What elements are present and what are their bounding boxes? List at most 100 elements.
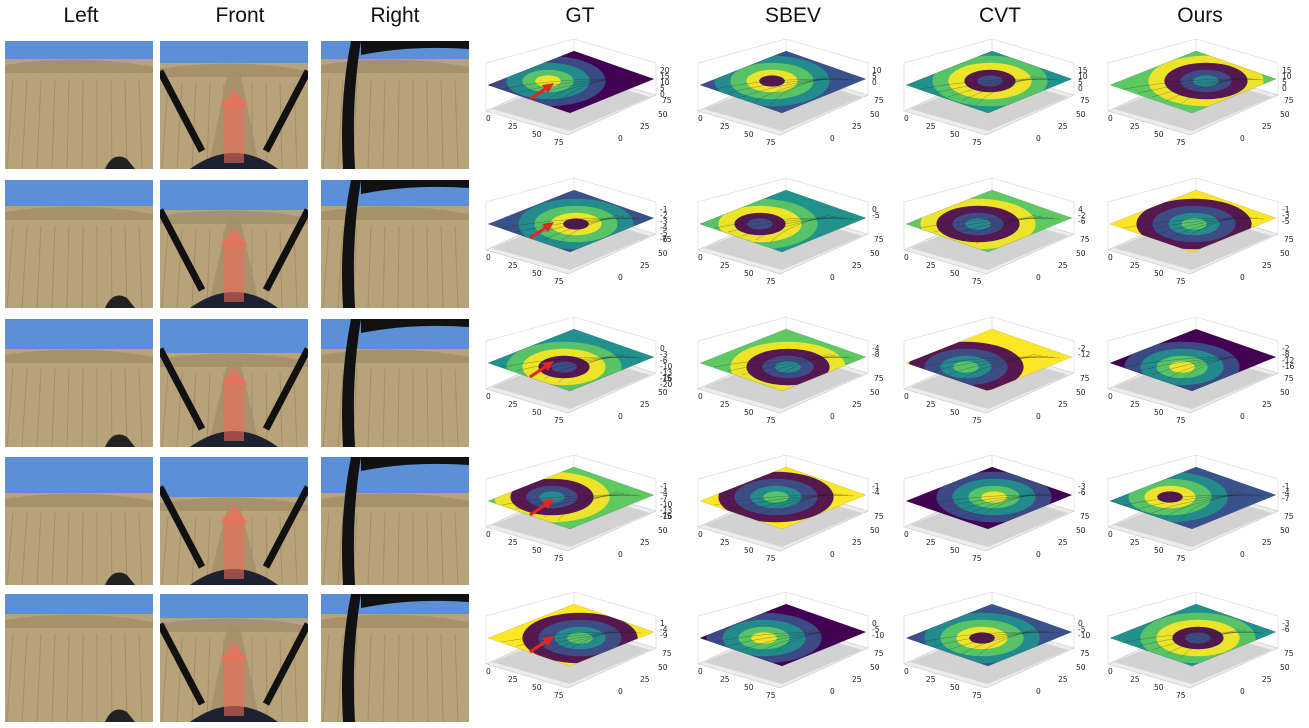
z-tick-label: -2 [1282, 344, 1290, 353]
z-tick-label: -9 [660, 631, 668, 640]
z-tick-label: -1 [660, 482, 668, 491]
x-tick-label: 25 [1130, 122, 1140, 131]
z-tick-label: -1 [1282, 482, 1290, 491]
y-tick-label: 75 [874, 96, 884, 105]
x-tick-label: 25 [720, 400, 730, 409]
x-tick-label: 25 [508, 122, 518, 131]
z-tick-label: -3 [660, 350, 668, 359]
x-tick-label: 25 [1130, 675, 1140, 684]
x-tick-label: 50 [950, 269, 960, 278]
x-tick-label: 25 [926, 261, 936, 270]
y-tick-label: 0 [618, 134, 623, 143]
z-tick-label: -3 [1282, 619, 1290, 628]
surface-plot-ours: 0 0 25 25 50 50 75 75 -2 -8 -12 -16 [1100, 316, 1300, 451]
surface-plot-sbev: 0 0 25 25 50 50 75 75 -4 -8 [690, 316, 890, 451]
x-tick-label: 50 [532, 546, 542, 555]
y-tick-label: 0 [618, 687, 623, 696]
header-sbev: SBEV [764, 4, 822, 27]
y-tick-label: 25 [640, 122, 650, 131]
surface-plot-ours: 0 0 25 25 50 50 75 75 -3 -6 [1100, 591, 1300, 726]
y-tick-label: 50 [658, 249, 668, 258]
z-tick-label: 0 [872, 78, 877, 87]
y-tick-label: 0 [830, 134, 835, 143]
x-tick-label: 50 [1154, 546, 1164, 555]
z-tick-label: 15 [660, 72, 670, 81]
x-tick-label: 75 [554, 554, 564, 563]
z-tick-label: 20 [660, 66, 670, 75]
y-tick-label: 50 [658, 110, 668, 119]
x-tick-label: 0 [698, 253, 703, 262]
y-tick-label: 25 [640, 400, 650, 409]
header-left: Left [63, 4, 99, 27]
x-tick-label: 0 [904, 530, 909, 539]
y-tick-label: 50 [1280, 110, 1290, 119]
y-tick-label: 50 [1280, 388, 1290, 397]
x-tick-label: 0 [904, 253, 909, 262]
x-tick-label: 0 [1108, 392, 1113, 401]
y-tick-label: 25 [1058, 122, 1068, 131]
x-tick-label: 50 [744, 269, 754, 278]
x-tick-label: 0 [1108, 667, 1113, 676]
z-tick-label: 0 [872, 205, 877, 214]
z-tick-label: -6 [660, 235, 668, 244]
x-tick-label: 0 [698, 530, 703, 539]
x-tick-label: 50 [744, 546, 754, 555]
y-tick-label: 0 [1036, 412, 1041, 421]
z-tick-label: -4 [660, 625, 668, 634]
z-tick-label: 0 [660, 344, 665, 353]
y-tick-label: 75 [1080, 96, 1090, 105]
y-tick-label: 50 [658, 388, 668, 397]
y-tick-label: 50 [1076, 388, 1086, 397]
z-tick-label: 15 [1282, 66, 1292, 75]
z-tick-label: -6 [1078, 488, 1086, 497]
z-tick-label: -5 [660, 229, 668, 238]
y-tick-label: 0 [618, 273, 623, 282]
x-tick-label: 0 [1108, 253, 1113, 262]
y-tick-label: 50 [1076, 249, 1086, 258]
x-tick-label: 25 [508, 400, 518, 409]
z-tick-label: 0 [872, 619, 877, 628]
y-tick-label: 25 [1058, 400, 1068, 409]
x-tick-label: 50 [1154, 269, 1164, 278]
x-tick-label: 25 [508, 261, 518, 270]
surface-plot-ours: 0 0 25 25 50 50 75 75 15 10 5 0 [1100, 38, 1300, 173]
z-tick-label: 10 [660, 78, 670, 87]
y-tick-label: 50 [870, 663, 880, 672]
y-tick-label: 25 [852, 261, 862, 270]
z-tick-label: 5 [1078, 78, 1083, 87]
x-tick-label: 50 [532, 408, 542, 417]
surface-plot-sbev: 0 0 25 25 50 50 75 75 0 -5 [690, 177, 890, 312]
y-tick-label: 75 [662, 512, 672, 521]
y-tick-label: 50 [1076, 663, 1086, 672]
y-tick-label: 75 [1080, 649, 1090, 658]
z-tick-label: -6 [1282, 625, 1290, 634]
z-tick-label: -20 [660, 380, 672, 389]
y-tick-label: 50 [658, 663, 668, 672]
z-tick-label: -16 [1282, 362, 1294, 371]
y-tick-label: 50 [1076, 526, 1086, 535]
z-tick-label: -3 [1282, 211, 1290, 220]
y-tick-label: 25 [1262, 538, 1272, 547]
y-tick-label: 0 [1240, 412, 1245, 421]
x-tick-label: 0 [904, 667, 909, 676]
x-tick-label: 75 [972, 138, 982, 147]
x-tick-label: 0 [1108, 530, 1113, 539]
camera-image-left [5, 594, 153, 722]
y-tick-label: 75 [1284, 96, 1294, 105]
y-tick-label: 50 [1076, 110, 1086, 119]
x-tick-label: 75 [766, 138, 776, 147]
x-tick-label: 0 [698, 392, 703, 401]
x-tick-label: 0 [486, 253, 491, 262]
y-tick-label: 75 [662, 649, 672, 658]
z-tick-label: -6 [1078, 217, 1086, 226]
y-tick-label: 75 [1284, 235, 1294, 244]
y-tick-label: 75 [662, 235, 672, 244]
x-tick-label: 75 [1176, 691, 1186, 700]
camera-image-front [160, 180, 308, 308]
surface-plot-cvt: 0 0 25 25 50 50 75 75 -3 -6 [896, 454, 1096, 589]
x-tick-label: 0 [486, 530, 491, 539]
y-tick-label: 25 [1058, 538, 1068, 547]
y-tick-label: 75 [1284, 512, 1294, 521]
z-tick-label: -4 [660, 488, 668, 497]
y-tick-label: 0 [618, 412, 623, 421]
